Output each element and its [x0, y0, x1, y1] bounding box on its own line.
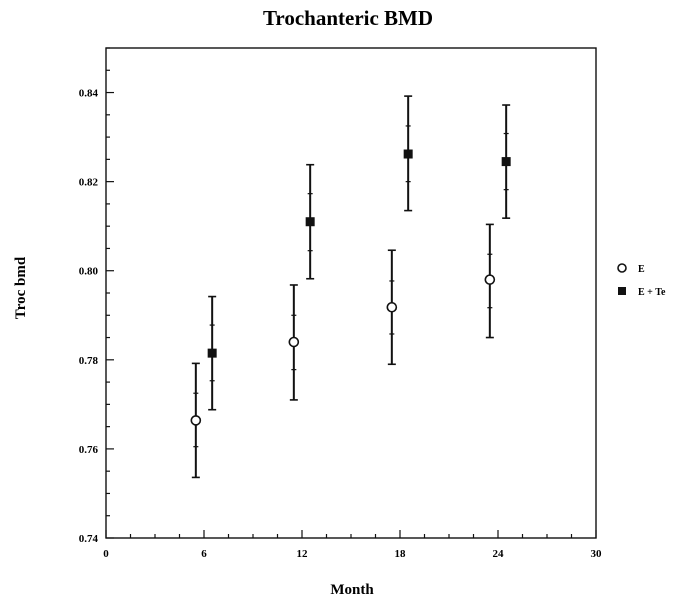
- legend-marker-e-te: [618, 287, 626, 295]
- data-point-e-te: [305, 217, 315, 227]
- x-axis: 0 6 12 18 24 30: [103, 530, 602, 560]
- data-point-e-te: [207, 348, 217, 358]
- x-tick-label: 24: [493, 548, 505, 560]
- x-tick-label: 12: [297, 548, 309, 560]
- data-point-e-te: [501, 157, 511, 167]
- x-tick-label: 0: [103, 548, 109, 560]
- data-point-e: [190, 415, 202, 426]
- y-tick-label: 0.76: [79, 444, 99, 456]
- x-tick-label: 30: [591, 548, 603, 560]
- legend-label: E + Te: [638, 287, 666, 298]
- y-axis-label: Troc bmd: [13, 256, 29, 319]
- legend: E E + Te: [617, 263, 666, 298]
- y-tick-label: 0.74: [79, 533, 99, 545]
- x-tick-label: 18: [395, 548, 407, 560]
- chart-title: Trochanteric BMD: [263, 6, 433, 30]
- y-tick-label: 0.82: [79, 177, 99, 189]
- series-layer: [190, 95, 511, 479]
- legend-label: E: [638, 264, 645, 275]
- y-tick-label: 0.84: [79, 88, 99, 100]
- data-point-e: [386, 301, 398, 313]
- series-e-te: [207, 95, 511, 411]
- data-point-e-te: [403, 149, 413, 159]
- legend-marker-e: [617, 263, 627, 273]
- plot-frame: [105, 47, 597, 539]
- data-point-e: [484, 274, 496, 285]
- y-tick-label: 0.80: [79, 266, 99, 278]
- x-tick-label: 6: [201, 548, 207, 560]
- x-axis-label: Month: [330, 582, 374, 598]
- data-point-e: [288, 336, 300, 348]
- y-axis: 0.74 0.76 0.78 0.80 0.82 0.84: [79, 47, 114, 545]
- y-tick-label: 0.78: [79, 355, 99, 367]
- plot-border: [105, 47, 597, 539]
- series-e: [190, 223, 496, 479]
